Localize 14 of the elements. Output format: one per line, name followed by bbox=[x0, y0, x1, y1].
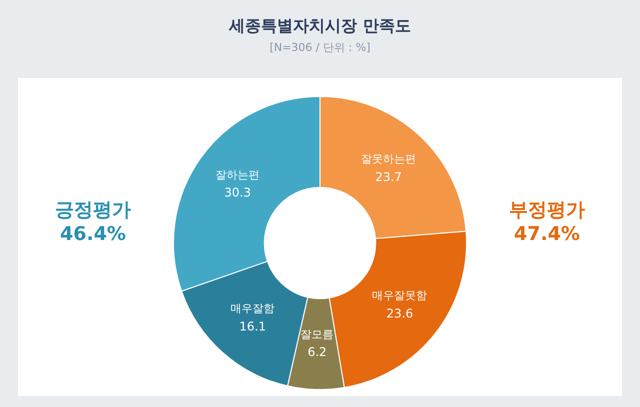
data-label: 23.7 bbox=[375, 170, 402, 184]
data-label: 23.6 bbox=[386, 306, 414, 320]
text: 긍정평가 46.4% bbox=[54, 198, 132, 246]
slice-label: 잘못하는편 bbox=[361, 152, 416, 166]
slice-label: 잘모름 bbox=[300, 328, 334, 341]
chart-subtitle: [N=306 / 단위 : %] bbox=[268, 40, 372, 55]
data-label: 30.3 bbox=[224, 186, 251, 200]
data-label: 16.1 bbox=[239, 319, 266, 334]
data-label: 6.2 bbox=[308, 345, 327, 360]
text: 부정평가 47.4% bbox=[508, 198, 586, 246]
slice-label: 매우잘못함 bbox=[372, 288, 428, 302]
chart-title: 세종특별자치시장 만족도 bbox=[228, 16, 412, 37]
slice-label: 잘하는편 bbox=[216, 168, 260, 182]
slice-label: 매우잘함 bbox=[230, 302, 275, 316]
